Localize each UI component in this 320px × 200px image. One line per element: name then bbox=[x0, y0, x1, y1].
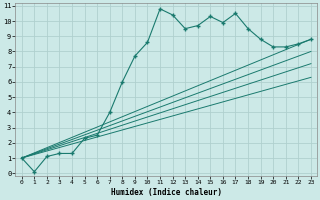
X-axis label: Humidex (Indice chaleur): Humidex (Indice chaleur) bbox=[111, 188, 222, 197]
